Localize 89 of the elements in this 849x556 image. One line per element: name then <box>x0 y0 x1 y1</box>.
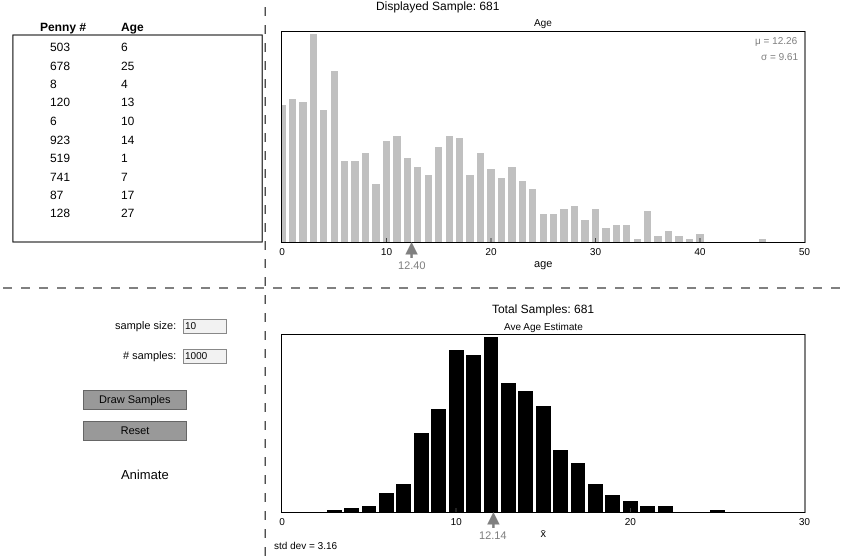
x-tick-label: 20 <box>624 517 636 528</box>
x-tick-label: 30 <box>798 517 810 528</box>
bar <box>508 167 516 242</box>
x-tick-label: 0 <box>279 517 286 528</box>
annotation: 12.14 <box>479 530 507 542</box>
text: 128 <box>50 206 70 220</box>
text: Penny # <box>40 20 86 34</box>
bar <box>498 178 506 242</box>
bar <box>383 141 390 242</box>
text: Age <box>121 20 144 34</box>
bar <box>331 71 338 242</box>
bar <box>654 236 662 242</box>
text: Draw Samples <box>98 394 172 406</box>
text: 6 <box>50 114 57 128</box>
text: 741 <box>50 170 70 184</box>
bar <box>686 239 694 242</box>
bar <box>634 239 642 242</box>
chart-title: Total Samples: 681 <box>492 302 594 316</box>
x-tick-label: 10 <box>380 247 392 258</box>
annotation: 12.40 <box>398 260 426 272</box>
x-axis-title: age <box>534 258 552 270</box>
text: 1 <box>121 151 128 165</box>
text: Reset <box>120 425 150 437</box>
text: 519 <box>50 151 70 165</box>
bar <box>540 214 548 242</box>
x-tick-label: 10 <box>450 517 462 528</box>
text: 17 <box>121 188 135 202</box>
text: sample size: <box>115 320 176 332</box>
bar <box>696 234 704 242</box>
bar <box>372 184 380 242</box>
text: # samples: <box>123 350 176 362</box>
text: 6 <box>121 40 128 54</box>
bar <box>529 189 536 242</box>
bar <box>487 169 496 242</box>
text: 10 <box>121 114 135 128</box>
bar <box>289 99 296 242</box>
bar <box>299 102 308 242</box>
x-tick-label: 50 <box>798 247 810 258</box>
text: 27 <box>121 206 135 220</box>
bar <box>310 34 318 242</box>
text: 25 <box>121 59 135 73</box>
bar <box>477 153 484 242</box>
bar <box>759 239 766 242</box>
bar <box>456 138 464 242</box>
bar <box>393 136 402 242</box>
bar <box>519 181 526 242</box>
annotation: μ = 12.26 <box>755 36 798 47</box>
text: 503 <box>50 40 70 54</box>
bar <box>362 153 370 242</box>
chart-subtitle: Ave Age Estimate <box>504 322 584 333</box>
chart-title: Displayed Sample: 681 <box>376 0 500 13</box>
text: std dev = 3.16 <box>274 541 338 552</box>
x-tick-label: 20 <box>485 247 497 258</box>
bar <box>435 147 442 242</box>
bar <box>623 225 630 242</box>
bar <box>466 175 474 242</box>
text: 8 <box>50 77 57 91</box>
bar <box>613 225 620 242</box>
text: Animate <box>121 467 169 482</box>
bar <box>550 214 558 242</box>
text: 7 <box>121 170 128 184</box>
x-tick-label: 30 <box>590 247 602 258</box>
bar <box>341 161 348 242</box>
text: 10 <box>185 321 197 332</box>
bar <box>675 236 684 242</box>
bar <box>592 209 600 242</box>
text: 14 <box>121 133 135 147</box>
text: 923 <box>50 133 70 147</box>
text: 87 <box>50 188 64 202</box>
bar <box>581 220 590 242</box>
text: 13 <box>121 95 135 109</box>
text: 120 <box>50 95 70 109</box>
bar <box>446 136 454 242</box>
bar <box>665 231 672 242</box>
text: 4 <box>121 77 128 91</box>
bar <box>571 206 578 242</box>
bar <box>602 228 610 242</box>
annotation: σ = 9.61 <box>761 52 798 63</box>
bar <box>644 211 652 242</box>
bar <box>351 161 360 242</box>
chart-subtitle: Age <box>534 18 552 29</box>
x-axis-title: x̄ <box>540 528 546 540</box>
x-tick-label: 0 <box>279 247 286 258</box>
bar <box>320 110 328 242</box>
x-tick-label: 40 <box>694 247 706 258</box>
bar <box>425 175 432 242</box>
text: 1000 <box>185 351 208 362</box>
text: 678 <box>50 59 70 73</box>
bar <box>560 209 568 242</box>
